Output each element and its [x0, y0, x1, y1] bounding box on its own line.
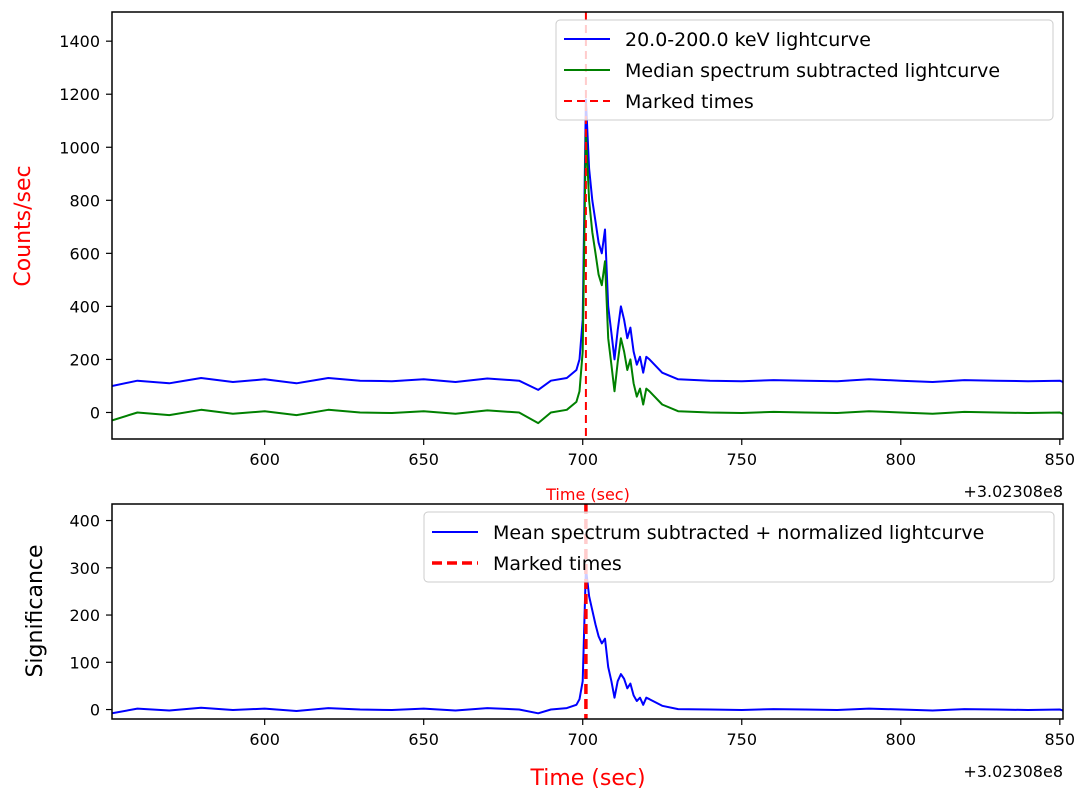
bottom-legend: Mean spectrum subtracted + normalized li… — [423, 511, 1055, 583]
bot-y-tick-label: 400 — [69, 512, 100, 531]
bottom-legend-label-mean: Mean spectrum subtracted + normalized li… — [493, 522, 984, 544]
top-x-tick-label: 850 — [1045, 450, 1076, 469]
top-x-tick-label: 800 — [886, 450, 917, 469]
bot-x-tick-label: 850 — [1045, 730, 1076, 749]
bot-x-tick-label: 750 — [726, 730, 757, 749]
top-legend: 20.0-200.0 keV lightcurve Median spectru… — [555, 19, 1054, 121]
bot-series-line-0 — [112, 566, 1063, 715]
bottom-plot-frame — [111, 503, 1064, 720]
bot-y-tick-label: 300 — [69, 559, 100, 578]
top-y-tick-label: 1000 — [59, 138, 100, 157]
top-x-offset-label: +3.02308e8 — [963, 482, 1063, 501]
bottom-x-axis-label: Time (sec) — [529, 766, 645, 791]
bot-y-tick-label: 0 — [90, 701, 100, 720]
top-legend-label-median: Median spectrum subtracted lightcurve — [625, 60, 1000, 82]
bot-x-tick-label: 650 — [408, 730, 439, 749]
top-x-axis-label: Time (sec) — [545, 485, 630, 504]
bot-y-tick-label: 100 — [69, 653, 100, 672]
top-legend-label-lightcurve: 20.0-200.0 keV lightcurve — [625, 29, 871, 51]
top-x-tick-label: 700 — [567, 450, 598, 469]
top-x-tick-label: 600 — [249, 450, 280, 469]
bot-x-tick-label: 800 — [886, 730, 917, 749]
top-series-line-0 — [112, 98, 1063, 391]
top-x-tick-label: 650 — [408, 450, 439, 469]
bottom-legend-box — [423, 511, 1055, 583]
bottom-panel: 600 650 700 750 800 850 0 100 200 300 400 Signifi… — [23, 503, 1076, 791]
bot-y-tick-label: 200 — [69, 606, 100, 625]
top-panel: 600 650 700 750 800 850 0 200 400 600 800 1000 1200… — [11, 11, 1076, 504]
top-legend-box — [555, 19, 1054, 121]
top-x-tick-label: 750 — [726, 450, 757, 469]
top-y-tick-label: 1400 — [59, 32, 100, 51]
bot-x-tick-label: 700 — [567, 730, 598, 749]
bottom-x-offset-label: +3.02308e8 — [963, 762, 1063, 781]
bot-x-tick-label: 600 — [249, 730, 280, 749]
top-y-tick-label: 600 — [69, 244, 100, 263]
top-y-tick-label: 800 — [69, 191, 100, 210]
top-y-tick-label: 400 — [69, 297, 100, 316]
top-y-tick-label: 200 — [69, 350, 100, 369]
bottom-y-axis-label: Significance — [23, 544, 48, 677]
top-y-axis-label: Counts/sec — [11, 165, 36, 286]
top-y-tick-label: 1200 — [59, 85, 100, 104]
top-y-tick-label: 0 — [90, 403, 100, 422]
top-series-line-1 — [112, 130, 1063, 425]
top-plot-area: 600 650 700 750 800 850 0 200 400 600 800 1000 1200… — [59, 11, 1076, 469]
top-plot-frame — [111, 11, 1064, 440]
bottom-legend-label-marked: Marked times — [493, 553, 622, 575]
top-legend-label-marked: Marked times — [625, 91, 754, 113]
